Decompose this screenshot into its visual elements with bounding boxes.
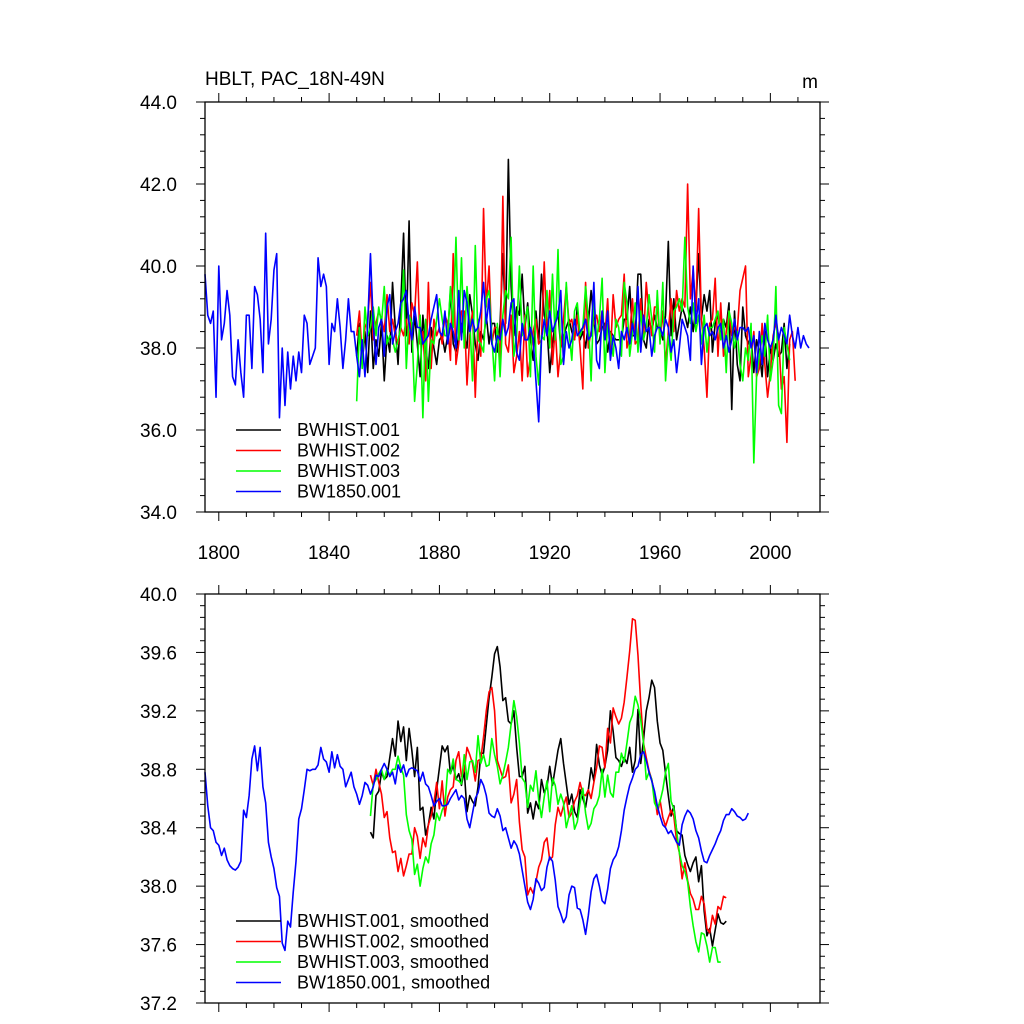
series-line-4 (204, 232, 810, 423)
plot-frame (204, 593, 821, 1004)
plot-frame (204, 101, 821, 513)
x-tick-label: 1880 (418, 543, 460, 564)
y-tick-label: 37.2 (140, 994, 177, 1015)
y-tick-label: 38.0 (140, 877, 177, 898)
series-line-4 (204, 745, 750, 952)
y-tick-label: 36.0 (140, 421, 177, 442)
legend-label: BW1850.001 (297, 482, 401, 502)
y-tick-label: 34.0 (140, 503, 177, 524)
y-tick-label: 38.4 (140, 819, 177, 840)
legend-label: BWHIST.002, smoothed (297, 932, 489, 952)
chart-title: HBLT, PAC_18N-49N (205, 69, 385, 90)
y-tick-label: 40.0 (140, 585, 177, 606)
series-lines (204, 618, 750, 963)
series-line-1 (369, 645, 727, 947)
legend-label: BWHIST.002 (297, 441, 400, 461)
legend-label: BWHIST.001, smoothed (297, 911, 489, 931)
y-tick-label: 44.0 (140, 93, 177, 114)
x-tick-label: 1960 (639, 543, 681, 564)
y-tick-label: 38.8 (140, 760, 177, 781)
x-tick-label: 1840 (308, 543, 350, 564)
legend-label: BW1850.001, smoothed (297, 973, 490, 993)
legend-label: BWHIST.003 (297, 461, 400, 481)
y-tick-label: 38.0 (140, 339, 177, 360)
legend-label: BWHIST.003, smoothed (297, 952, 489, 972)
series-line-3 (369, 695, 721, 963)
y-tick-label: 40.0 (140, 257, 177, 278)
x-tick-label: 1800 (198, 543, 240, 564)
series-line-3 (355, 236, 791, 464)
y-tick-label: 37.6 (140, 936, 177, 957)
chart-panel-raw: 34.0 36.0 38.0 40.0 42.0 44.0 1800 1840 1880 1920… (140, 69, 829, 564)
y-tick-label: 39.6 (140, 643, 177, 664)
chart-panel-smoothed: 37.2 37.6 38.0 38.4 38.8 39.2 39.6 40.0 BWHIST.0… (140, 585, 829, 1015)
x-tick-label: 1920 (529, 543, 571, 564)
units-label: m (802, 72, 818, 93)
x-tick-label: 2000 (749, 543, 791, 564)
series-lines (204, 158, 810, 464)
legend-label: BWHIST.001 (297, 420, 400, 440)
y-tick-label: 42.0 (140, 175, 177, 196)
y-tick-label: 39.2 (140, 702, 177, 723)
series-line-2 (369, 618, 727, 934)
